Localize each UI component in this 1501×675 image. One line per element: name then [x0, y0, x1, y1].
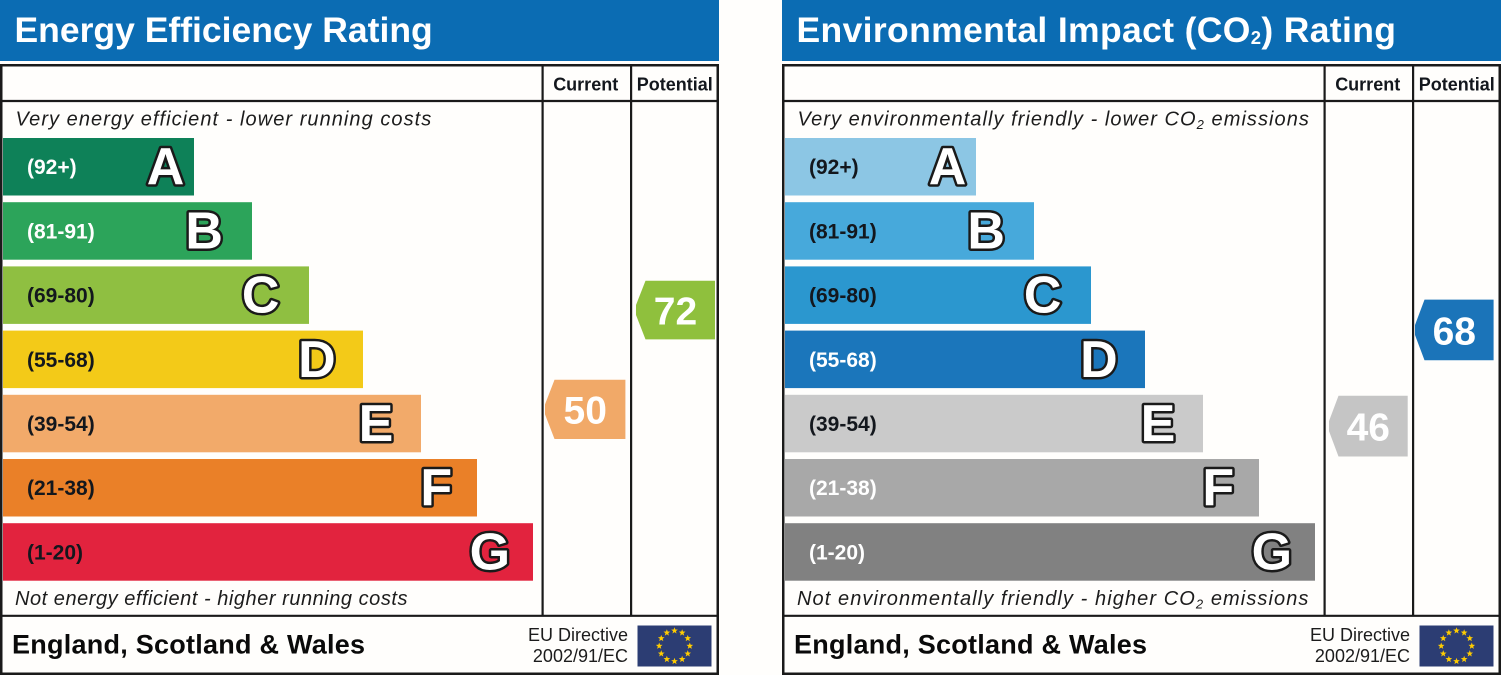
svg-text:Energy Efficiency Rating: Energy Efficiency Rating [15, 10, 433, 50]
svg-text:68: 68 [1433, 310, 1476, 353]
svg-text:Very energy efficient - lower: Very energy efficient - lower running co… [16, 109, 433, 131]
svg-text:D: D [298, 331, 336, 389]
svg-text:C: C [1024, 267, 1062, 325]
svg-text:Current: Current [553, 75, 618, 95]
svg-text:England, Scotland & Wales: England, Scotland & Wales [12, 630, 365, 660]
svg-text:Environmental Impact (CO2) Rat: Environmental Impact (CO2) Rating [797, 10, 1397, 50]
svg-text:(92+): (92+) [27, 156, 77, 179]
svg-text:G: G [470, 524, 510, 582]
svg-text:Not environmentally friendly -: Not environmentally friendly - higher CO… [797, 588, 1310, 611]
svg-text:F: F [420, 459, 452, 517]
svg-text:B: B [185, 202, 223, 260]
svg-text:(1-20): (1-20) [809, 541, 865, 564]
svg-text:(39-54): (39-54) [27, 413, 95, 436]
svg-text:EU Directive: EU Directive [1310, 625, 1410, 645]
svg-text:England, Scotland & Wales: England, Scotland & Wales [794, 630, 1147, 660]
svg-text:F: F [1202, 459, 1234, 517]
svg-text:46: 46 [1347, 406, 1390, 449]
svg-text:Potential: Potential [1419, 75, 1495, 95]
svg-text:(55-68): (55-68) [809, 349, 877, 372]
svg-text:(81-91): (81-91) [809, 220, 877, 243]
svg-text:2002/91/EC: 2002/91/EC [1315, 646, 1410, 666]
svg-text:EU Directive: EU Directive [528, 625, 628, 645]
svg-text:A: A [147, 138, 185, 196]
svg-text:(55-68): (55-68) [27, 349, 95, 372]
svg-text:Not energy efficient - higher: Not energy efficient - higher running co… [15, 588, 408, 610]
svg-text:B: B [967, 202, 1005, 260]
svg-text:2002/91/EC: 2002/91/EC [533, 646, 628, 666]
svg-text:(69-80): (69-80) [27, 285, 95, 308]
svg-text:(21-38): (21-38) [809, 477, 877, 500]
svg-text:Very environmentally friendly: Very environmentally friendly - lower CO… [798, 109, 1310, 132]
svg-text:Current: Current [1335, 75, 1400, 95]
svg-text:(1-20): (1-20) [27, 541, 83, 564]
svg-text:(39-54): (39-54) [809, 413, 877, 436]
svg-text:C: C [242, 267, 280, 325]
svg-text:50: 50 [564, 390, 607, 433]
svg-text:(92+): (92+) [809, 156, 859, 179]
svg-text:72: 72 [654, 290, 697, 333]
svg-text:(21-38): (21-38) [27, 477, 95, 500]
svg-text:A: A [929, 138, 967, 196]
svg-text:G: G [1252, 524, 1292, 582]
svg-text:E: E [359, 395, 394, 453]
svg-text:(81-91): (81-91) [27, 220, 95, 243]
svg-text:D: D [1080, 331, 1118, 389]
svg-text:E: E [1141, 395, 1176, 453]
svg-text:Potential: Potential [637, 75, 713, 95]
svg-text:(69-80): (69-80) [809, 285, 877, 308]
